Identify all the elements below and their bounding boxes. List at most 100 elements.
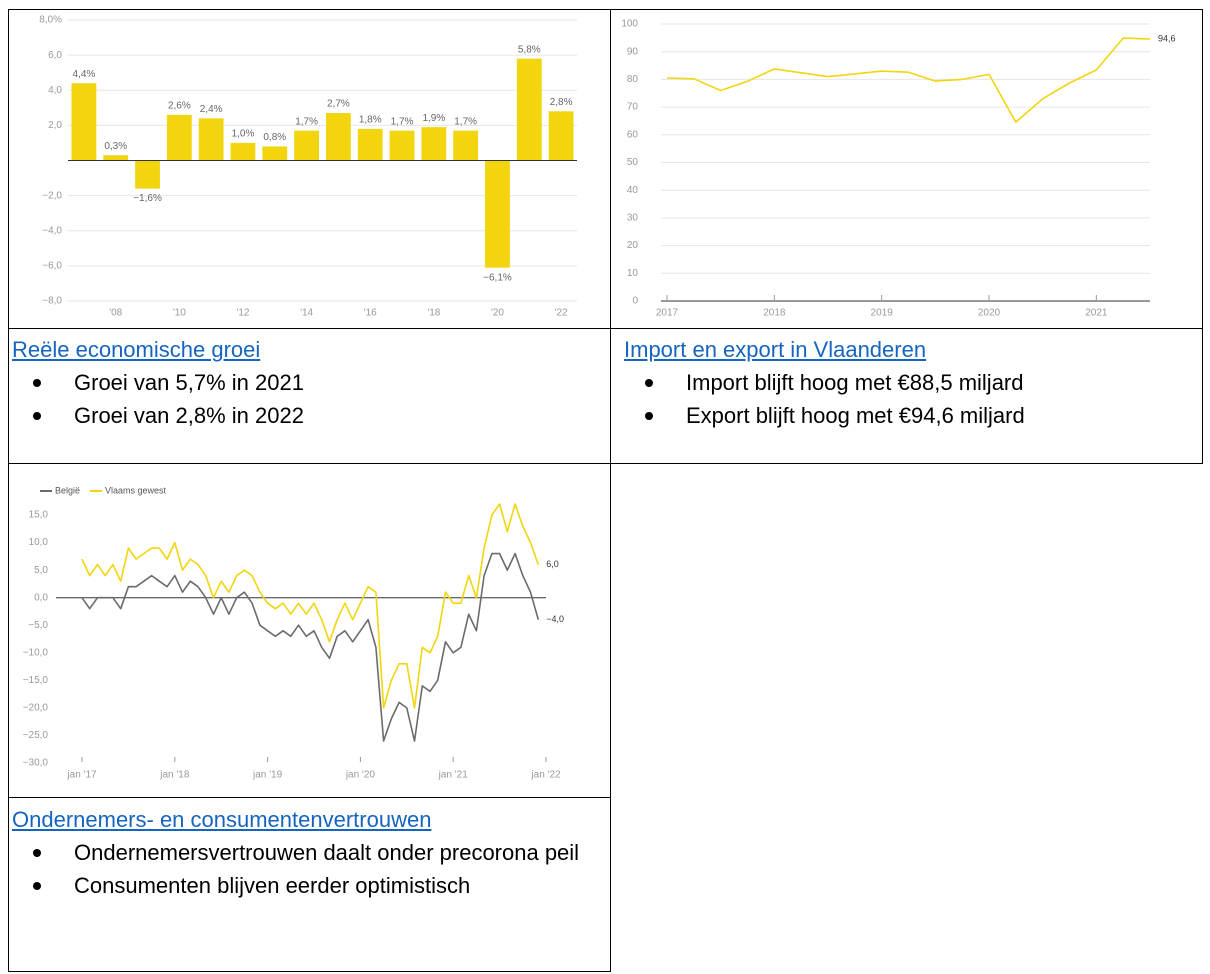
border [1202,9,1203,464]
bar [421,127,447,161]
bar [71,83,97,161]
legend-label: Vlaams gewest [105,485,167,495]
line-series [81,552,540,742]
caption-link[interactable]: Reële economische groei [12,337,261,362]
y-tick-label: −15,0 [23,675,49,686]
bullet: Consumenten blijven eerder optimistisch [33,869,596,902]
caption-link[interactable]: Ondernemers- en consumentenvertrouwen [12,807,432,832]
y-tick-label: 40 [627,185,639,196]
border [8,328,1203,329]
y-tick-label: −10,0 [23,647,49,658]
y-tick-label: 6,0 [48,50,62,61]
x-tick-label: 2018 [763,308,786,319]
bar [166,114,192,161]
data-label: 0,8% [263,132,286,143]
x-tick-label: 2021 [1085,308,1108,319]
x-tick-label: '22 [555,308,568,319]
border [610,9,611,972]
legend-label: België [55,485,80,495]
x-tick-label: '16 [364,308,377,319]
bar [453,130,479,161]
x-tick-label: jan '19 [252,770,283,781]
y-tick-label: 8,0% [39,15,62,26]
bar [262,146,288,161]
y-tick-label: −6,0 [42,261,62,272]
y-tick-label: 0,0 [34,592,48,603]
y-tick-label: 15,0 [29,510,49,521]
data-label: −6,1% [483,272,512,283]
x-tick-label: '20 [491,308,504,319]
data-label: 2,7% [327,99,350,110]
data-label: −1,6% [133,193,162,204]
y-tick-label: −20,0 [23,703,49,714]
data-label: 2,6% [168,100,191,111]
bullet: Groei van 5,7% in 2021 [33,366,602,399]
x-tick-label: '18 [427,308,440,319]
data-label: 1,0% [232,129,255,140]
bar [357,128,383,161]
bar [230,142,256,161]
caption: Reële economische groei Groei van 5,7% i… [12,333,602,432]
line-series [666,37,1151,123]
y-tick-label: 0 [632,296,638,307]
data-label: 2,8% [550,97,573,108]
y-tick-label: 10 [627,268,639,279]
y-tick-label: 60 [627,129,639,140]
bar [485,160,510,268]
bar [325,113,351,161]
y-tick-label: 2,0 [48,120,62,131]
data-label: 4,4% [73,69,96,80]
bar [135,160,160,189]
y-tick-label: 30 [627,213,639,224]
x-tick-label: 2017 [656,308,679,319]
y-tick-label: 20 [627,240,639,251]
x-tick-label: jan '20 [345,770,376,781]
y-tick-label: 10,0 [29,537,49,548]
bullet-list: Ondernemersvertrouwen daalt onder precor… [12,836,596,902]
data-label: 1,9% [422,113,445,124]
bar [294,130,320,161]
y-tick-label: −4,0 [42,225,62,236]
y-tick-label: −25,0 [23,730,49,741]
x-tick-label: jan '22 [530,770,561,781]
data-label: 1,7% [454,116,477,127]
bullet: Groei van 2,8% in 2022 [33,399,602,432]
caption: Import en export in Vlaanderen Import bl… [624,333,1194,432]
bar [548,111,574,161]
data-label: 5,8% [518,44,541,55]
data-label: 94,6 [1158,33,1176,43]
y-tick-label: 100 [621,19,638,30]
bar [516,58,542,161]
border [8,463,1203,464]
x-tick-label: '10 [173,308,186,319]
data-label: 6,0 [546,559,559,569]
x-tick-label: jan '21 [438,770,469,781]
x-tick-label: jan '18 [159,770,190,781]
data-label: 1,8% [359,115,382,126]
bullet: Import blijft hoog met €88,5 miljard [645,366,1194,399]
y-tick-label: 4,0 [48,85,62,96]
caption-link[interactable]: Import en export in Vlaanderen [624,337,927,362]
border [8,9,9,972]
y-tick-label: 90 [627,46,639,57]
bar [389,130,415,161]
bar [103,155,129,161]
x-tick-label: 2020 [978,308,1001,319]
bullet: Ondernemersvertrouwen daalt onder precor… [33,836,596,869]
caption: Ondernemers- en consumentenvertrouwen On… [12,803,596,902]
y-tick-label: −8,0 [42,296,62,307]
x-tick-label: '08 [109,308,122,319]
border [8,797,611,798]
bullet: Export blijft hoog met €94,6 miljard [645,399,1194,432]
y-tick-label: 5,0 [34,565,48,576]
x-tick-label: '12 [236,308,249,319]
line-series [81,503,540,709]
y-tick-label: −30,0 [23,758,49,769]
y-tick-label: 70 [627,102,639,113]
x-tick-label: jan '17 [66,770,97,781]
border [8,971,611,972]
bar [198,118,224,161]
x-tick-label: '14 [300,308,313,319]
y-tick-label: 80 [627,74,639,85]
data-label: 1,7% [295,116,318,127]
